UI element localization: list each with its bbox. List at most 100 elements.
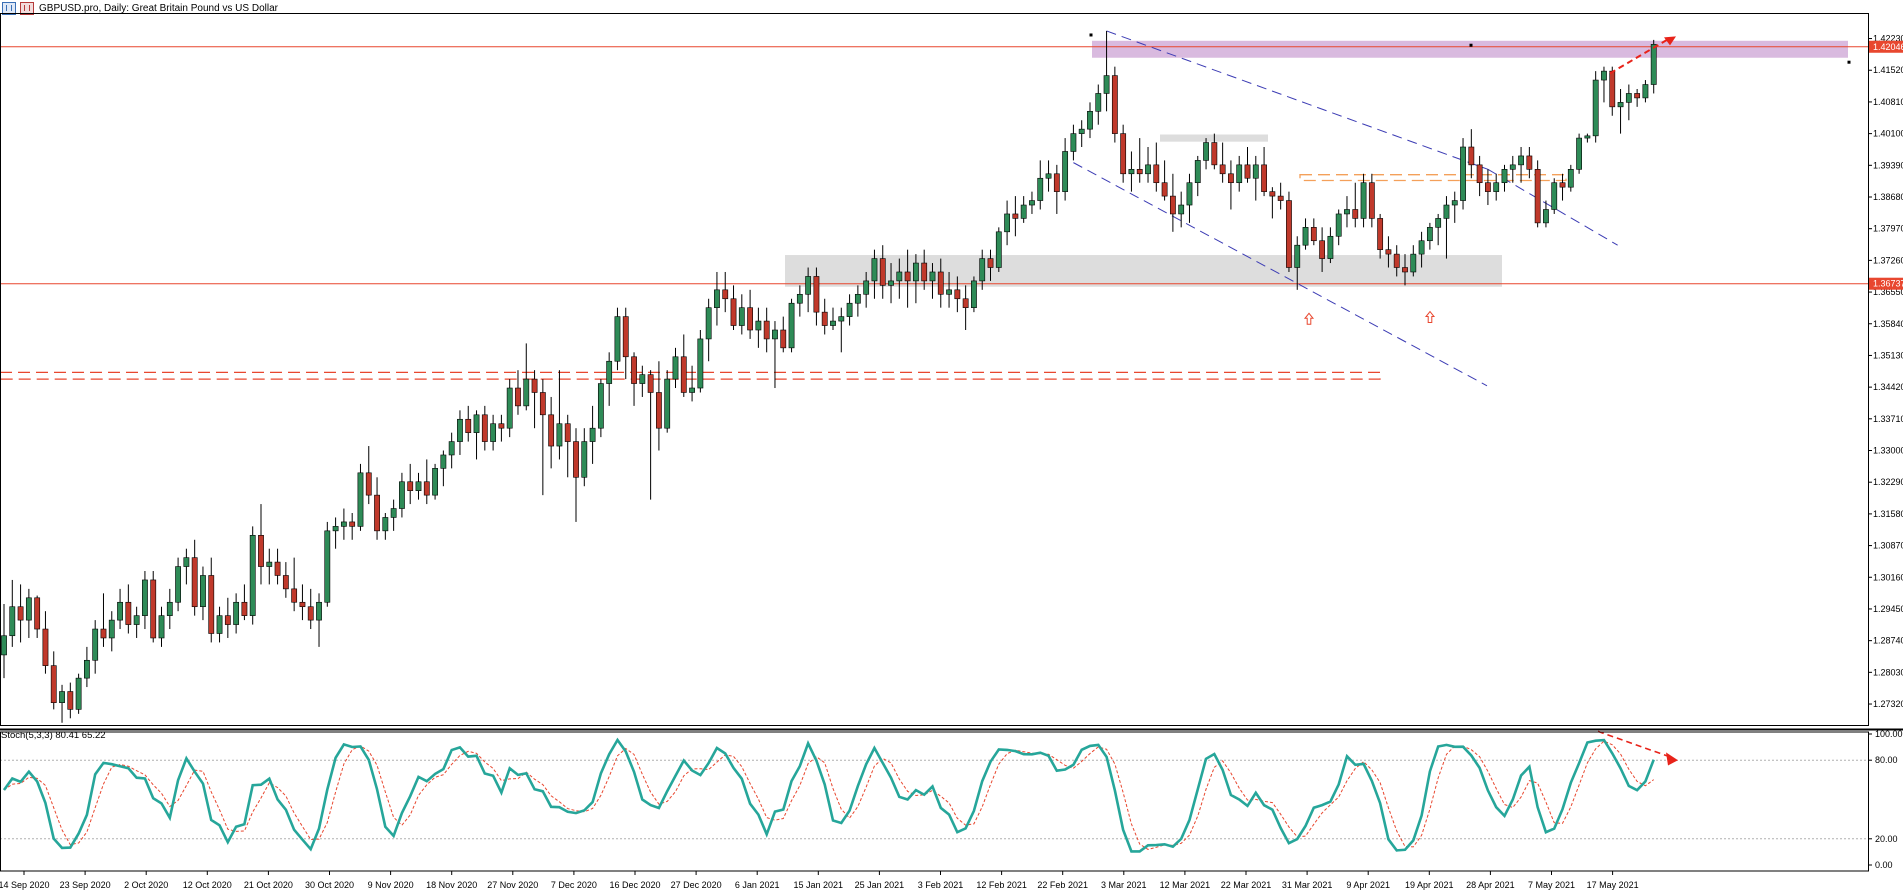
candle xyxy=(158,606,165,647)
candle xyxy=(25,588,32,638)
candle xyxy=(432,463,438,500)
candle-body xyxy=(921,262,928,282)
x-tick-label: 16 Dec 2020 xyxy=(609,880,660,890)
candle xyxy=(1368,173,1375,228)
candle xyxy=(1037,160,1044,210)
candle xyxy=(863,271,870,308)
candle xyxy=(854,285,861,317)
candle xyxy=(117,588,123,630)
stoch-tick-label: 100.00 xyxy=(1875,729,1903,739)
candle-body xyxy=(622,316,629,358)
candle-body xyxy=(1319,240,1326,259)
candle xyxy=(788,298,795,353)
candle-body xyxy=(1634,93,1641,99)
y-tick-label: 1.28030 xyxy=(1873,667,1903,677)
candle-body xyxy=(1650,44,1657,85)
candle xyxy=(1435,213,1442,246)
candle xyxy=(183,548,190,585)
candle xyxy=(1203,138,1209,170)
candle-body xyxy=(813,276,820,313)
candle-body xyxy=(1518,155,1524,166)
candle xyxy=(1136,138,1143,183)
candle xyxy=(1319,227,1326,272)
stochastic-divergence-arrow xyxy=(1597,730,1673,759)
candle-body xyxy=(888,280,894,286)
price-label-badge xyxy=(1869,277,1903,290)
chart-title: GBPUSD.pro, Daily: Great Britain Pound v… xyxy=(39,2,278,14)
candle-body xyxy=(937,271,944,295)
stochastic-main-line xyxy=(2,737,1655,853)
candle xyxy=(1286,191,1292,272)
candle-body xyxy=(1186,182,1193,206)
candle-body xyxy=(1020,204,1027,219)
candle-body xyxy=(59,691,65,703)
candle xyxy=(142,571,148,630)
candle xyxy=(772,321,778,389)
candle xyxy=(282,562,289,598)
candle xyxy=(672,347,679,389)
candle-body xyxy=(879,258,886,286)
candle-body xyxy=(755,320,762,331)
candle xyxy=(573,428,579,522)
candle-body xyxy=(1451,200,1458,206)
x-tick-label: 12 Oct 2020 xyxy=(183,880,232,890)
price-frame xyxy=(0,13,1869,726)
candle-body xyxy=(680,356,687,393)
y-tick-label: 1.32290 xyxy=(1873,477,1903,487)
candle xyxy=(548,396,555,469)
candle-body xyxy=(415,481,422,491)
candle-body xyxy=(1277,195,1284,201)
mid-resistance-level xyxy=(1299,174,1567,182)
candle xyxy=(1244,147,1251,183)
candle-body xyxy=(166,601,173,616)
candle xyxy=(75,673,82,714)
candle xyxy=(647,370,654,500)
x-tick-label: 12 Mar 2021 xyxy=(1160,880,1211,890)
candle xyxy=(937,258,944,308)
candle xyxy=(249,526,256,625)
candle-body xyxy=(150,579,157,639)
candle-body xyxy=(233,601,240,625)
x-tick-label: 3 Feb 2021 xyxy=(918,880,964,890)
candle xyxy=(457,410,463,455)
candle-body xyxy=(647,374,654,393)
candle-body xyxy=(896,271,903,282)
x-tick-label: 23 Sep 2020 xyxy=(60,880,111,890)
channel-upper-extension xyxy=(1487,168,1618,246)
candle-body xyxy=(25,597,32,621)
candle xyxy=(1468,129,1475,179)
candle-body xyxy=(1087,110,1093,130)
candle xyxy=(274,548,281,585)
candle-body xyxy=(340,521,347,527)
candle-body xyxy=(589,427,596,442)
candle-body xyxy=(1426,227,1433,242)
candle xyxy=(1211,133,1218,170)
candle-body xyxy=(1302,227,1309,246)
candle xyxy=(1078,120,1085,148)
candle xyxy=(1261,147,1267,197)
x-tick-label: 30 Oct 2020 xyxy=(305,880,354,890)
candle-body xyxy=(506,387,513,429)
candle xyxy=(1194,155,1201,197)
candle-body xyxy=(440,454,447,469)
candle-body xyxy=(1153,164,1160,184)
candle-body xyxy=(100,628,107,639)
candle-body xyxy=(714,289,720,308)
x-tick-label: 17 May 2021 xyxy=(1587,880,1639,890)
candle-body xyxy=(200,575,206,608)
candle xyxy=(747,289,753,339)
candle xyxy=(108,611,115,652)
candle xyxy=(1302,218,1309,250)
candle-body xyxy=(274,561,281,576)
candle-body xyxy=(1095,93,1102,112)
candle-body xyxy=(191,557,198,608)
candle-body xyxy=(1567,169,1574,188)
candle-body xyxy=(697,338,704,389)
candle-body xyxy=(1178,204,1185,215)
candle-body xyxy=(1377,218,1384,250)
candle xyxy=(1169,173,1176,232)
candle xyxy=(946,271,952,308)
candle xyxy=(1111,66,1118,143)
candle-body xyxy=(382,517,389,532)
